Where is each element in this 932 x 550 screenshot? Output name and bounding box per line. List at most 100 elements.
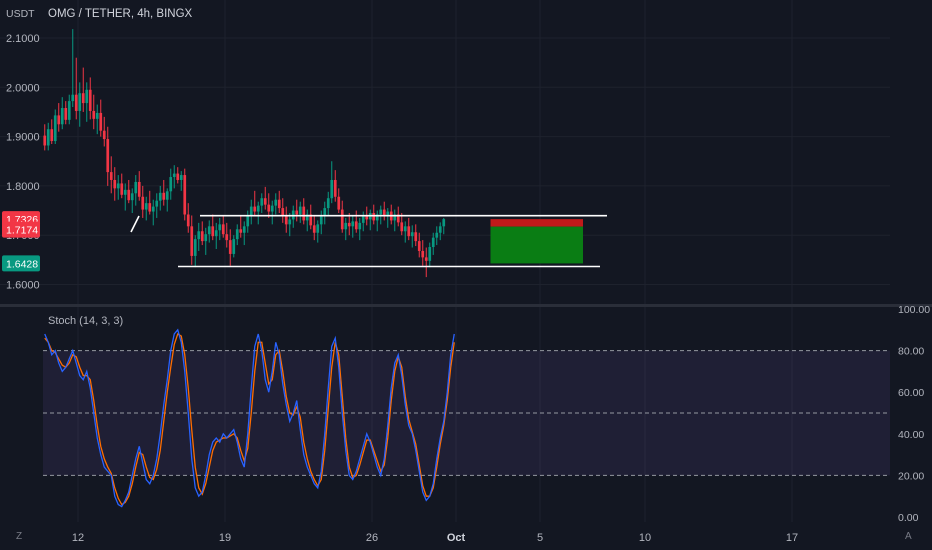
candle (239, 215, 243, 238)
candle-body (57, 115, 61, 125)
candle-body (74, 94, 78, 111)
candle-body (410, 232, 414, 237)
indicator-title[interactable]: Stoch (14, 3, 3) (48, 315, 124, 327)
candle (351, 215, 355, 238)
candle-body (162, 192, 166, 200)
price-badge-label: 1.7174 (6, 225, 38, 237)
candle-body (253, 206, 257, 212)
candle (123, 183, 127, 211)
stoch-axis[interactable]: 100.00 80.00 60.00 40.00 20.00 0.00 (898, 304, 930, 524)
candle-body (169, 177, 173, 192)
candle-body (218, 224, 222, 231)
candle (235, 224, 239, 246)
candle-body (309, 214, 313, 226)
candle (99, 99, 103, 137)
candle (186, 203, 190, 233)
candle (284, 206, 288, 233)
candle (88, 77, 92, 120)
candle-body (50, 129, 54, 142)
candle-body (267, 204, 271, 212)
candle (92, 94, 96, 130)
price-badge (2, 255, 40, 272)
candle-body (256, 205, 260, 212)
candle (298, 201, 302, 223)
pane-separator[interactable] (0, 304, 932, 307)
time-tick-label: 5 (537, 532, 543, 544)
candle (295, 199, 299, 222)
candle-body (134, 181, 138, 194)
time-axis[interactable]: 121926Oct5101724 (72, 532, 932, 544)
trend-line (130, 215, 140, 233)
candle-body (137, 181, 141, 197)
candle-body (330, 179, 334, 199)
candle (382, 201, 386, 221)
candle-body (337, 196, 341, 210)
candle (183, 168, 187, 221)
candle (305, 209, 309, 232)
candle-body (239, 229, 243, 233)
time-tick-label: 19 (219, 532, 231, 544)
candle-body (186, 214, 190, 227)
timezone-icon[interactable]: Z (16, 531, 23, 542)
candle (85, 82, 89, 122)
candle (46, 122, 50, 151)
symbol-title[interactable]: OMG / TETHER, 4h, BINGX (48, 8, 193, 20)
candle-body (176, 173, 180, 180)
candle-body (144, 203, 148, 210)
candle-body (158, 192, 162, 201)
candle (242, 221, 246, 246)
candle (246, 210, 250, 233)
candle-body (340, 209, 344, 230)
candle-body (396, 214, 400, 223)
candle-body (95, 112, 99, 119)
candle (120, 173, 124, 199)
candle (165, 188, 169, 212)
candle (197, 222, 201, 251)
stoch-tick-label: 60.00 (898, 387, 924, 399)
price-tick-label: 2.0000 (6, 82, 40, 94)
candle (438, 222, 442, 241)
candle-body (361, 215, 365, 223)
candle-body (130, 193, 134, 201)
candle-body (197, 231, 201, 240)
candle (270, 200, 274, 225)
candle-body (386, 211, 390, 217)
candle-body (141, 196, 145, 210)
candle-body (375, 214, 379, 221)
candle-body (270, 205, 274, 212)
candle (109, 156, 113, 194)
candle-body (284, 216, 288, 225)
drawing-tools[interactable] (130, 214, 607, 268)
candle-body (302, 206, 306, 221)
candle (323, 201, 327, 225)
candle-body (88, 89, 92, 111)
candle (113, 167, 117, 201)
candle (428, 242, 432, 268)
candle-body (85, 89, 89, 104)
time-tick-label: Oct (447, 532, 466, 544)
candle (102, 116, 106, 147)
candle (211, 214, 215, 241)
price-badge (2, 221, 40, 238)
candle (60, 97, 64, 130)
candle (302, 198, 306, 225)
candle (190, 215, 194, 265)
candle-body (179, 175, 183, 180)
candle-body (127, 189, 131, 201)
candle-body (193, 239, 197, 256)
stoch-k-line (44, 328, 455, 508)
short-position-tool[interactable] (490, 219, 584, 264)
candle-body (225, 234, 229, 241)
candle (400, 213, 404, 236)
candle (316, 220, 320, 243)
candle (106, 126, 110, 186)
candle (228, 229, 232, 266)
auto-scale-icon[interactable]: A (905, 531, 912, 542)
candle (53, 109, 57, 144)
candle (172, 165, 176, 189)
candle-body (319, 215, 323, 225)
candle (134, 175, 138, 206)
